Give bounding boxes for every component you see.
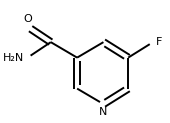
Text: F: F — [156, 37, 163, 47]
Text: N: N — [99, 107, 108, 117]
Text: O: O — [23, 14, 32, 24]
Text: H₂N: H₂N — [3, 53, 24, 63]
